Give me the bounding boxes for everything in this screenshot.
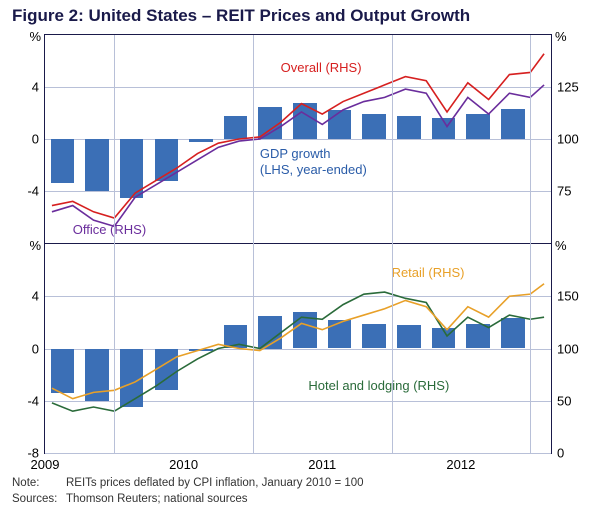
tick-right: 100: [557, 341, 579, 356]
bot-right-unit: %: [555, 238, 567, 253]
bot-left-unit: %: [29, 238, 41, 253]
tick-left: 4: [32, 289, 39, 304]
tick-right: 75: [557, 184, 571, 199]
top-left-unit: %: [29, 29, 41, 44]
tick-left: -4: [27, 184, 39, 199]
tick-right: 150: [557, 289, 579, 304]
gdp-label: GDP growth (LHS, year-ended): [260, 146, 367, 179]
tick-left: 0: [32, 132, 39, 147]
x-year-label: 2010: [169, 457, 198, 472]
hotel-label: Hotel and lodging (RHS): [308, 378, 449, 393]
x-year-label: 2009: [31, 457, 60, 472]
tick-right: 50: [557, 393, 571, 408]
bot-lines: [45, 244, 551, 453]
figure-container: Figure 2: United States – REIT Prices an…: [0, 0, 600, 515]
plot-area: % % -404 75100125 Overall (RHS) Office (…: [44, 34, 552, 454]
tick-left: 0: [32, 341, 39, 356]
tick-right: 0: [557, 446, 564, 461]
tick-left: 4: [32, 80, 39, 95]
x-year-label: 2011: [308, 457, 336, 472]
retail-label: Retail (RHS): [392, 265, 465, 280]
note-text: REITs prices deflated by CPI inflation, …: [66, 476, 364, 492]
panel-top: % % -404 75100125 Overall (RHS) Office (…: [45, 35, 551, 244]
x-year-label: 2012: [446, 457, 475, 472]
overall-label: Overall (RHS): [281, 60, 362, 75]
tick-right: 125: [557, 80, 579, 95]
sources-text: Thomson Reuters; national sources: [66, 492, 248, 508]
note-key: Note:: [12, 476, 66, 492]
top-right-unit: %: [555, 29, 567, 44]
tick-right: 100: [557, 132, 579, 147]
office-label: Office (RHS): [73, 222, 146, 237]
tick-left: -4: [27, 393, 39, 408]
panel-bottom: % % -8-404 050100150 Retail (RHS) Hotel …: [45, 244, 551, 453]
figure-title: Figure 2: United States – REIT Prices an…: [12, 6, 470, 26]
figure-notes: Note: REITs prices deflated by CPI infla…: [12, 476, 364, 507]
sources-key: Sources:: [12, 492, 66, 508]
